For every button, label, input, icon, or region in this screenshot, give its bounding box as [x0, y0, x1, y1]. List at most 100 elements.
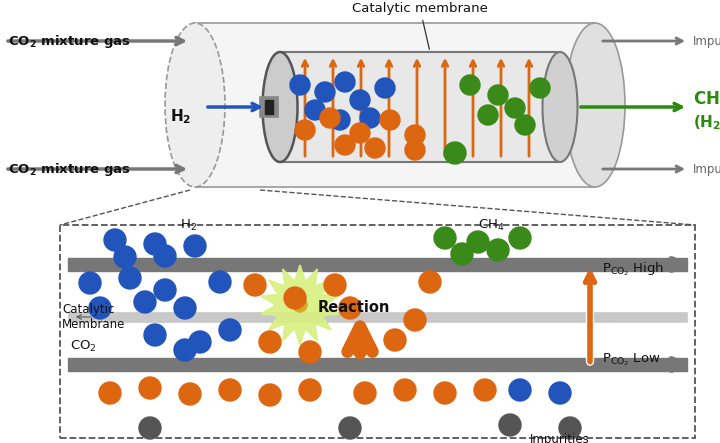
Text: P$_{\mathregular{CO_2}}$ High: P$_{\mathregular{CO_2}}$ High: [602, 261, 665, 278]
Circle shape: [559, 417, 581, 439]
Text: CH$_4$: CH$_4$: [478, 218, 505, 233]
Circle shape: [259, 331, 281, 353]
Circle shape: [339, 417, 361, 439]
Text: $\mathbf{( H_2O )}$: $\mathbf{( H_2O )}$: [693, 114, 720, 132]
Circle shape: [350, 123, 370, 143]
Text: CO$_2$: CO$_2$: [70, 338, 96, 354]
Circle shape: [219, 379, 241, 401]
Circle shape: [179, 383, 201, 405]
Circle shape: [174, 297, 196, 319]
Circle shape: [549, 382, 571, 404]
Bar: [265, 100, 273, 114]
Circle shape: [509, 227, 531, 249]
Circle shape: [89, 297, 111, 319]
Ellipse shape: [565, 23, 625, 187]
Circle shape: [299, 379, 321, 401]
Circle shape: [515, 115, 535, 135]
Text: $\mathbf{CO_2}$ mixture gas: $\mathbf{CO_2}$ mixture gas: [8, 32, 131, 50]
Circle shape: [354, 382, 376, 404]
Circle shape: [144, 324, 166, 346]
Circle shape: [474, 379, 496, 401]
Circle shape: [144, 233, 166, 255]
Circle shape: [499, 414, 521, 436]
Bar: [68, 358, 687, 371]
Circle shape: [375, 78, 395, 98]
Text: $\mathbf{H_2}$: $\mathbf{H_2}$: [170, 108, 192, 126]
Circle shape: [295, 120, 315, 140]
Circle shape: [99, 382, 121, 404]
Circle shape: [154, 279, 176, 301]
Circle shape: [488, 85, 508, 105]
Circle shape: [320, 108, 340, 128]
Circle shape: [139, 377, 161, 399]
Circle shape: [451, 243, 473, 265]
Circle shape: [189, 331, 211, 353]
Text: Impurities: Impurities: [530, 434, 590, 443]
Circle shape: [299, 341, 321, 363]
Circle shape: [405, 140, 425, 160]
Circle shape: [419, 271, 441, 293]
Circle shape: [384, 329, 406, 351]
Circle shape: [350, 90, 370, 110]
Circle shape: [434, 227, 456, 249]
Circle shape: [293, 298, 307, 312]
Circle shape: [394, 379, 416, 401]
Text: Impurities: Impurities: [693, 35, 720, 47]
Circle shape: [244, 274, 266, 296]
Text: H$_2$: H$_2$: [180, 218, 197, 233]
Circle shape: [134, 291, 156, 313]
Circle shape: [405, 125, 425, 145]
Ellipse shape: [263, 52, 297, 162]
Bar: [195, 23, 595, 187]
Text: Catalytic
Membrane: Catalytic Membrane: [62, 303, 125, 331]
Polygon shape: [261, 265, 339, 345]
Text: Impurities: Impurities: [693, 163, 720, 175]
Circle shape: [290, 75, 310, 95]
Circle shape: [530, 78, 550, 98]
Text: $\mathbf{CO_2}$ mixture gas: $\mathbf{CO_2}$ mixture gas: [8, 160, 131, 178]
Circle shape: [104, 229, 126, 251]
Circle shape: [184, 235, 206, 257]
Circle shape: [460, 75, 480, 95]
Text: P$_{\mathregular{CO_2}}$ Low: P$_{\mathregular{CO_2}}$ Low: [602, 351, 661, 368]
Circle shape: [349, 334, 371, 356]
Circle shape: [335, 72, 355, 92]
Circle shape: [114, 246, 136, 268]
Circle shape: [505, 98, 525, 118]
Circle shape: [404, 309, 426, 331]
Circle shape: [380, 110, 400, 130]
Circle shape: [478, 105, 498, 125]
Text: Catalytic membrane: Catalytic membrane: [352, 2, 488, 49]
Circle shape: [119, 267, 141, 289]
Circle shape: [79, 272, 101, 294]
Bar: [280, 52, 560, 162]
Circle shape: [305, 100, 325, 120]
Bar: [60, 225, 695, 438]
Circle shape: [139, 417, 161, 439]
Circle shape: [335, 135, 355, 155]
Bar: [68, 312, 687, 322]
Circle shape: [360, 108, 380, 128]
Ellipse shape: [542, 52, 577, 162]
Circle shape: [487, 239, 509, 261]
Circle shape: [209, 271, 231, 293]
Circle shape: [365, 138, 385, 158]
Circle shape: [154, 245, 176, 267]
Text: $\mathbf{CH_4}$: $\mathbf{CH_4}$: [693, 89, 720, 109]
Circle shape: [315, 82, 335, 102]
Circle shape: [330, 110, 350, 130]
Circle shape: [259, 384, 281, 406]
Circle shape: [174, 339, 196, 361]
Circle shape: [219, 319, 241, 341]
Circle shape: [324, 274, 346, 296]
Ellipse shape: [165, 23, 225, 187]
Circle shape: [339, 297, 361, 319]
Circle shape: [284, 287, 306, 309]
Bar: [68, 258, 687, 271]
Bar: [260, 97, 278, 117]
Text: Reaction: Reaction: [318, 300, 390, 315]
Circle shape: [467, 231, 489, 253]
Circle shape: [434, 382, 456, 404]
Circle shape: [509, 379, 531, 401]
Circle shape: [444, 142, 466, 164]
